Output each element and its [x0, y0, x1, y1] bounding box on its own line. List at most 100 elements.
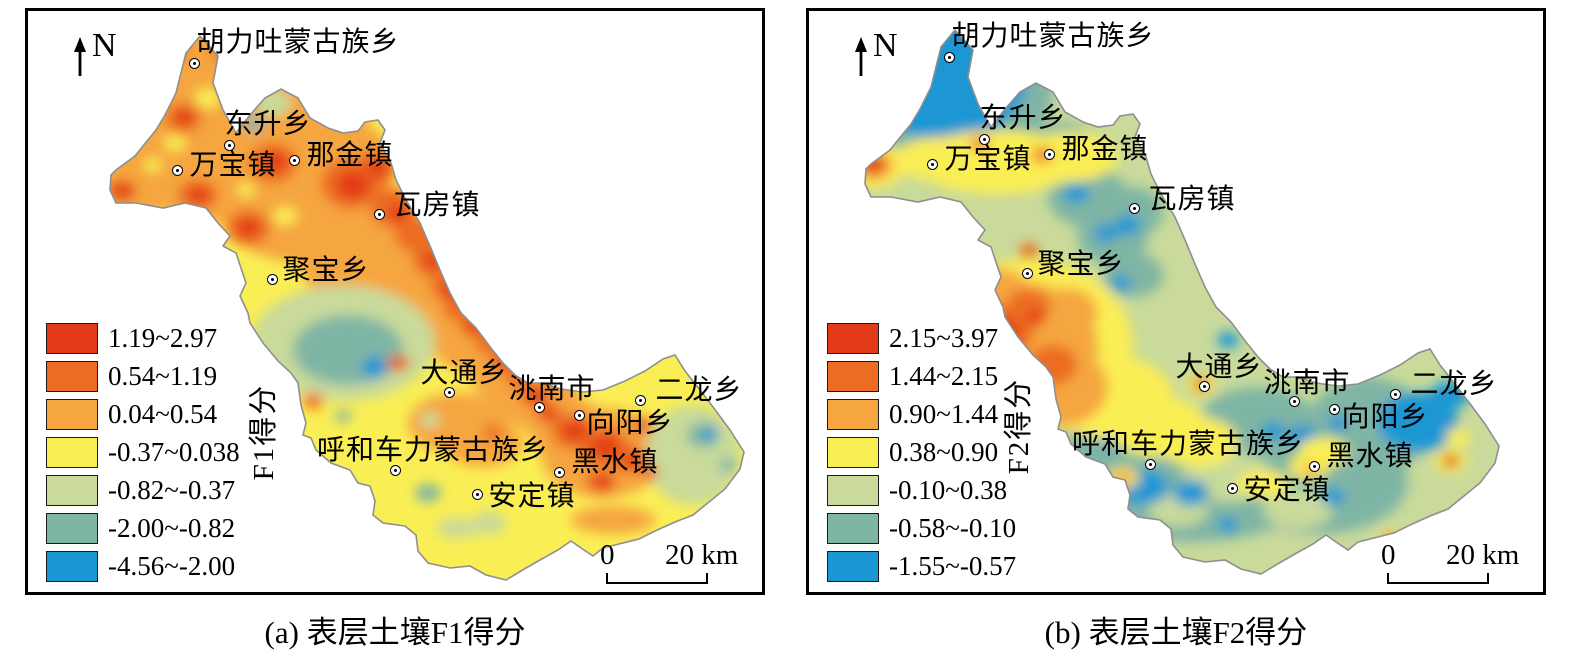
- scale-bar-line: [606, 573, 708, 584]
- legend-row: 0.04~0.54: [46, 399, 240, 430]
- legend-swatch: [827, 361, 879, 392]
- place-label: 胡力吐蒙古族乡: [951, 21, 1155, 52]
- legend-range-label: -0.82~-0.37: [108, 475, 236, 505]
- place-marker-icon: [267, 274, 278, 285]
- place-label: 聚宝乡: [282, 255, 370, 286]
- north-arrow: N: [827, 21, 937, 81]
- legend-swatch: [46, 399, 98, 430]
- north-arrow-icon: [855, 37, 867, 76]
- place-label: 瓦房镇: [1148, 184, 1236, 215]
- legend-range-label: -0.10~0.38: [889, 475, 1008, 505]
- place-marker-icon: [189, 58, 200, 69]
- place-marker-icon: [444, 387, 455, 398]
- legend-range-label: -2.00~-0.82: [108, 513, 236, 543]
- place-marker-icon: [1289, 396, 1300, 407]
- place-label: 万宝镇: [189, 150, 277, 181]
- scale-zero-label: 0: [600, 539, 615, 571]
- legend-row: -2.00~-0.82: [46, 513, 240, 544]
- place-label: 胡力吐蒙古族乡: [196, 27, 400, 58]
- legend-swatch: [46, 437, 98, 468]
- place-marker-icon: [224, 140, 235, 151]
- place-marker-icon: [289, 155, 300, 166]
- place-marker-icon: [927, 159, 938, 170]
- place-label: 二龙乡: [1410, 369, 1498, 400]
- place-marker-icon: [944, 52, 955, 63]
- place-marker-icon: [1227, 483, 1238, 494]
- legend-row: -4.56~-2.00: [46, 551, 240, 582]
- place-label: 东升乡: [979, 103, 1067, 134]
- place-label: 向阳乡: [1341, 402, 1429, 433]
- legend-row: 0.38~0.90: [827, 437, 1016, 468]
- scale-distance-label: 20 km: [1446, 539, 1520, 571]
- place-marker-icon: [390, 465, 401, 476]
- legend-range-label: 0.04~0.54: [108, 399, 218, 429]
- legend-swatch: [827, 323, 879, 354]
- place-label: 安定镇: [1243, 475, 1331, 506]
- legend-row: 1.44~2.15: [827, 361, 1016, 392]
- place-marker-icon: [1129, 203, 1140, 214]
- place-label: 呼和车力蒙古族乡: [1071, 429, 1305, 460]
- place-marker-icon: [979, 134, 990, 145]
- place-marker-icon: [172, 165, 183, 176]
- legend-row: -0.82~-0.37: [46, 475, 240, 506]
- place-label: 二龙乡: [655, 375, 743, 406]
- legend-swatch: [827, 513, 879, 544]
- legend-range-label: 1.44~2.15: [889, 361, 999, 391]
- place-marker-icon: [1044, 149, 1055, 160]
- place-marker-icon: [574, 410, 585, 421]
- legend-row: 0.54~1.19: [46, 361, 240, 392]
- map-a: [109, 34, 745, 581]
- place-label: 向阳乡: [586, 408, 674, 439]
- place-label: 洮南市: [1263, 368, 1351, 399]
- scale-bar-line: [1387, 573, 1489, 584]
- place-label: 呼和车力蒙古族乡: [316, 435, 550, 466]
- legend-swatch: [46, 513, 98, 544]
- place-marker-icon: [635, 395, 646, 406]
- place-marker-icon: [374, 209, 385, 220]
- scale-distance-label: 20 km: [665, 539, 739, 571]
- scale-zero-label: 0: [1381, 539, 1396, 571]
- legend-row: -0.10~0.38: [827, 475, 1016, 506]
- place-label: 安定镇: [488, 481, 576, 512]
- panel-b: N 2.15~3.97 1.44~2.15 0.90~1.44 0.38~0.90 -0…: [806, 8, 1546, 595]
- place-label: 大通乡: [1175, 352, 1263, 383]
- panel-a: N 1.19~2.97 0.54~1.19 0.04~0.54 -0.37~0.038…: [25, 8, 765, 595]
- legend-swatch: [827, 437, 879, 468]
- legend-swatch: [46, 361, 98, 392]
- scale-bar: 0 20 km: [580, 539, 765, 595]
- score-axis-label: F1得分: [248, 383, 280, 481]
- caption-a: (a) 表层土壤F1得分: [264, 615, 526, 650]
- legend-range-label: -4.56~-2.00: [108, 551, 236, 581]
- place-marker-icon: [554, 467, 565, 478]
- legend-range-label: 0.90~1.44: [889, 399, 999, 429]
- legend-range-label: 0.54~1.19: [108, 361, 218, 391]
- legend-range-label: 2.15~3.97: [889, 323, 999, 353]
- legend-swatch: [46, 551, 98, 582]
- legend-range-label: 1.19~2.97: [108, 323, 218, 353]
- legend-row: -0.58~-0.10: [827, 513, 1016, 544]
- place-marker-icon: [534, 402, 545, 413]
- place-label: 那金镇: [306, 140, 394, 171]
- north-arrow-icon: [74, 37, 86, 76]
- place-marker-icon: [1390, 389, 1401, 400]
- north-arrow: N: [46, 21, 156, 81]
- legend-range-label: -1.55~-0.57: [889, 551, 1017, 581]
- north-label: N: [873, 27, 898, 64]
- place-marker-icon: [1022, 268, 1033, 279]
- place-marker-icon: [1329, 404, 1340, 415]
- legend-swatch: [46, 323, 98, 354]
- map-b: [864, 28, 1500, 575]
- legend-row: 1.19~2.97: [46, 323, 240, 354]
- place-label: 东升乡: [224, 109, 312, 140]
- place-label: 黑水镇: [1326, 441, 1414, 472]
- legend-row: 0.90~1.44: [827, 399, 1016, 430]
- legend: 1.19~2.97 0.54~1.19 0.04~0.54 -0.37~0.038 -0…: [46, 323, 240, 582]
- score-axis-label: F2得分: [1003, 377, 1035, 475]
- legend-range-label: 0.38~0.90: [889, 437, 999, 467]
- place-label: 黑水镇: [571, 447, 659, 478]
- place-marker-icon: [1309, 461, 1320, 472]
- place-marker-icon: [1199, 381, 1210, 392]
- legend-row: -0.37~0.038: [46, 437, 240, 468]
- legend-row: 2.15~3.97: [827, 323, 1016, 354]
